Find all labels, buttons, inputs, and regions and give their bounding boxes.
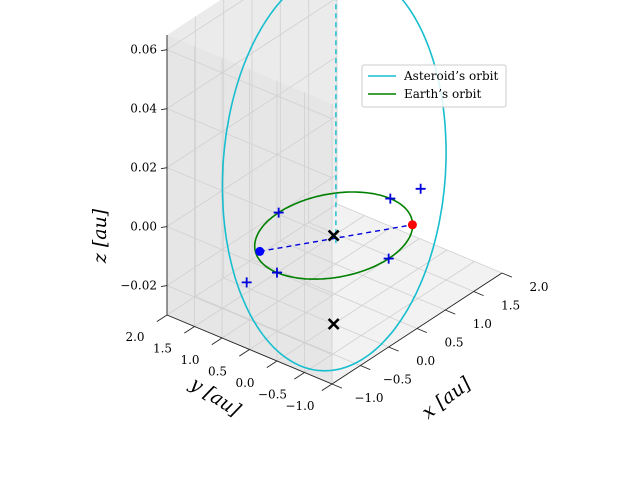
z-axis-label: z [au] [89, 208, 111, 264]
distance-dashed-line [259, 224, 413, 253]
earth-quarter-marker [273, 207, 284, 218]
z-tick-label: 0.06 [130, 43, 157, 57]
x-tick-label: −0.5 [383, 372, 412, 386]
legend: Asteroid’s orbit Earth’s orbit [361, 64, 507, 108]
earth-quarter-marker [272, 267, 282, 278]
x-tick-label: 1.0 [473, 317, 492, 331]
y-tick-label: 0.5 [208, 365, 227, 379]
origin-floor-marker [327, 318, 340, 330]
x-tick-mark [360, 365, 371, 371]
z-tick-mark [160, 167, 168, 170]
asteroid-orbit-line [221, 0, 447, 372]
y-tick-mark [239, 349, 250, 357]
plot-area [221, 0, 447, 372]
legend-label-asteroid: Asteroid’s orbit [403, 69, 498, 83]
x-axis-label: x [au] [418, 372, 476, 423]
tick-labels: −1.0−0.50.00.51.01.52.0−1.0−0.50.00.51.0… [120, 43, 548, 413]
z-tick-label: 0.02 [130, 161, 157, 175]
y-tick-mark [266, 360, 278, 369]
z-tick-mark [160, 226, 168, 229]
asteroid-quarter-marker [241, 277, 252, 288]
y-tick-mark [294, 372, 305, 380]
z-tick-mark [160, 108, 168, 111]
y-tick-label: 0.0 [235, 376, 254, 390]
z-tick-mark [160, 49, 168, 52]
x-tick-mark [331, 383, 343, 389]
y-tick-label: 1.0 [180, 353, 199, 367]
x-tick-mark [388, 346, 399, 352]
earth-quarter-marker [385, 193, 396, 204]
asteroid-position-marker [255, 246, 265, 256]
legend-frame [361, 64, 507, 108]
sun-marker [327, 229, 340, 242]
x-tick-mark [445, 309, 456, 315]
z-tick-label: 0.04 [130, 102, 157, 116]
y-tick-mark [211, 337, 223, 346]
y-tick-mark [321, 383, 333, 392]
y-tick-label: 2.0 [125, 330, 144, 344]
x-tick-label: 0.0 [416, 354, 435, 368]
legend-label-earth: Earth’s orbit [404, 87, 481, 101]
x-tick-label: 2.0 [529, 280, 548, 294]
z-tick-label: −0.02 [120, 279, 157, 293]
x-tick-mark [416, 328, 428, 334]
earth-quarter-marker [383, 253, 394, 264]
z-tick-mark [160, 285, 168, 287]
y-tick-mark [184, 326, 195, 334]
asteroid-quarter-marker [415, 183, 426, 194]
z-tick-label: 0.00 [130, 220, 157, 234]
earth-position-marker [407, 220, 417, 230]
y-tick-label: 1.5 [153, 342, 172, 356]
y-tick-label: −0.5 [258, 388, 287, 402]
x-tick-label: −1.0 [354, 391, 383, 405]
x-tick-mark [473, 291, 484, 297]
y-tick-mark [156, 314, 168, 323]
y-tick-label: −1.0 [285, 399, 314, 413]
x-tick-label: 1.5 [501, 298, 520, 312]
x-tick-label: 0.5 [444, 335, 463, 349]
x-tick-mark [501, 272, 513, 278]
